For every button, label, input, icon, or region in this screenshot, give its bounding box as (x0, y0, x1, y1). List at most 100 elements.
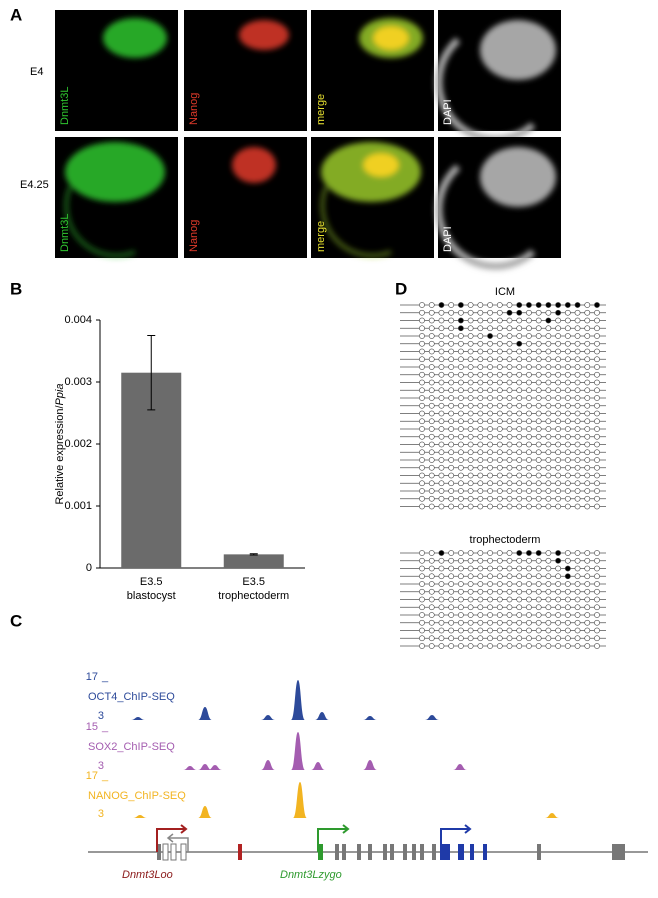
unmethylated-cpg (555, 402, 562, 409)
channel-label: DAPI (442, 99, 454, 125)
unmethylated-cpg (584, 503, 591, 510)
peak (131, 717, 145, 720)
unmethylated-cpg (594, 371, 600, 378)
track-min: 3 (98, 808, 104, 820)
exon-outline (170, 843, 177, 861)
unmethylated-cpg (584, 573, 591, 580)
unmethylated-cpg (545, 356, 552, 363)
unmethylated-cpg (555, 379, 562, 386)
unmethylated-cpg (428, 596, 435, 603)
unmethylated-cpg (574, 581, 581, 587)
methylated-cpg (438, 550, 445, 556)
nucleus-cluster (103, 18, 167, 58)
unmethylated-cpg (438, 418, 445, 425)
unmethylated-cpg (448, 612, 455, 618)
unmethylated-cpg (448, 643, 455, 649)
unmethylated-cpg (477, 426, 484, 432)
unmethylated-cpg (555, 480, 562, 487)
panel-label: C (10, 611, 22, 630)
unmethylated-cpg (594, 588, 600, 595)
unmethylated-cpg (496, 356, 503, 363)
gene-label: Dnmt3Loo (122, 869, 173, 881)
unmethylated-cpg (419, 418, 425, 425)
unmethylated-cpg (584, 457, 591, 463)
unmethylated-cpg (564, 441, 571, 448)
unmethylated-cpg (438, 604, 445, 611)
unmethylated-cpg (419, 317, 425, 324)
unmethylated-cpg (526, 573, 532, 580)
unmethylated-cpg (467, 340, 474, 347)
unmethylated-cpg (526, 457, 532, 463)
cells (320, 142, 421, 258)
unmethylated-cpg (506, 596, 513, 603)
unmethylated-cpg (574, 619, 581, 626)
unmethylated-cpg (526, 371, 532, 378)
unmethylated-cpg (516, 325, 523, 332)
unmethylated-cpg (584, 364, 591, 370)
unmethylated-cpg (448, 488, 455, 494)
unmethylated-cpg (526, 340, 532, 347)
unmethylated-cpg (457, 441, 464, 448)
unmethylated-cpg (584, 333, 591, 339)
unmethylated-cpg (487, 550, 493, 556)
unmethylated-cpg (545, 596, 552, 603)
unmethylated-cpg (419, 596, 425, 603)
cells (239, 20, 289, 50)
unmethylated-cpg (467, 426, 474, 432)
unmethylated-cpg (428, 503, 435, 510)
unmethylated-cpg (574, 317, 581, 324)
unmethylated-cpg (555, 418, 562, 425)
unmethylated-cpg (496, 371, 503, 378)
x-tick-label: E3.5 (242, 576, 265, 588)
unmethylated-cpg (496, 503, 503, 510)
unmethylated-cpg (506, 495, 513, 502)
unmethylated-cpg (477, 573, 484, 580)
unmethylated-cpg (448, 588, 455, 595)
unmethylated-cpg (535, 565, 542, 572)
unmethylated-cpg (526, 379, 532, 386)
unmethylated-cpg (506, 449, 513, 456)
unmethylated-cpg (555, 457, 562, 463)
unmethylated-cpg (516, 596, 523, 603)
unmethylated-cpg (438, 340, 445, 347)
unmethylated-cpg (584, 356, 591, 363)
unmethylated-cpg (516, 488, 523, 494)
unmethylated-cpg (438, 395, 445, 401)
unmethylated-cpg (467, 488, 474, 494)
unmethylated-cpg (584, 488, 591, 494)
unmethylated-cpg (487, 449, 493, 456)
unmethylated-cpg (594, 449, 600, 456)
unmethylated-cpg (467, 588, 474, 595)
unmethylated-cpg (526, 581, 532, 587)
exon (470, 844, 474, 860)
channel-label: Nanog (188, 93, 200, 125)
y-axis-label: Relative expression/Ppia (54, 383, 66, 504)
unmethylated-cpg (477, 340, 484, 347)
unmethylated-cpg (467, 635, 474, 642)
exon (157, 844, 161, 860)
methylated-cpg (526, 550, 532, 556)
unmethylated-cpg (477, 449, 484, 456)
unmethylated-cpg (516, 418, 523, 425)
peak (315, 712, 329, 720)
unmethylated-cpg (438, 488, 445, 494)
unmethylated-cpg (545, 480, 552, 487)
unmethylated-cpg (457, 565, 464, 572)
unmethylated-cpg (448, 503, 455, 510)
unmethylated-cpg (516, 464, 523, 471)
unmethylated-cpg (535, 325, 542, 332)
unmethylated-cpg (555, 317, 562, 324)
unmethylated-cpg (419, 635, 425, 642)
unmethylated-cpg (487, 302, 493, 308)
track-min: 3 (98, 760, 104, 772)
cells (232, 147, 276, 183)
methylated-cpg (535, 302, 542, 308)
unmethylated-cpg (448, 364, 455, 370)
unmethylated-cpg (457, 480, 464, 487)
unmethylated-cpg (419, 488, 425, 494)
micrographs: Dnmt3L Nanog merge DAPI Dnmt3L Nanog merge DAPI (55, 10, 561, 270)
channel-label: DAPI (442, 226, 454, 252)
unmethylated-cpg (467, 309, 474, 316)
unmethylated-cpg (428, 635, 435, 642)
unmethylated-cpg (594, 581, 600, 587)
